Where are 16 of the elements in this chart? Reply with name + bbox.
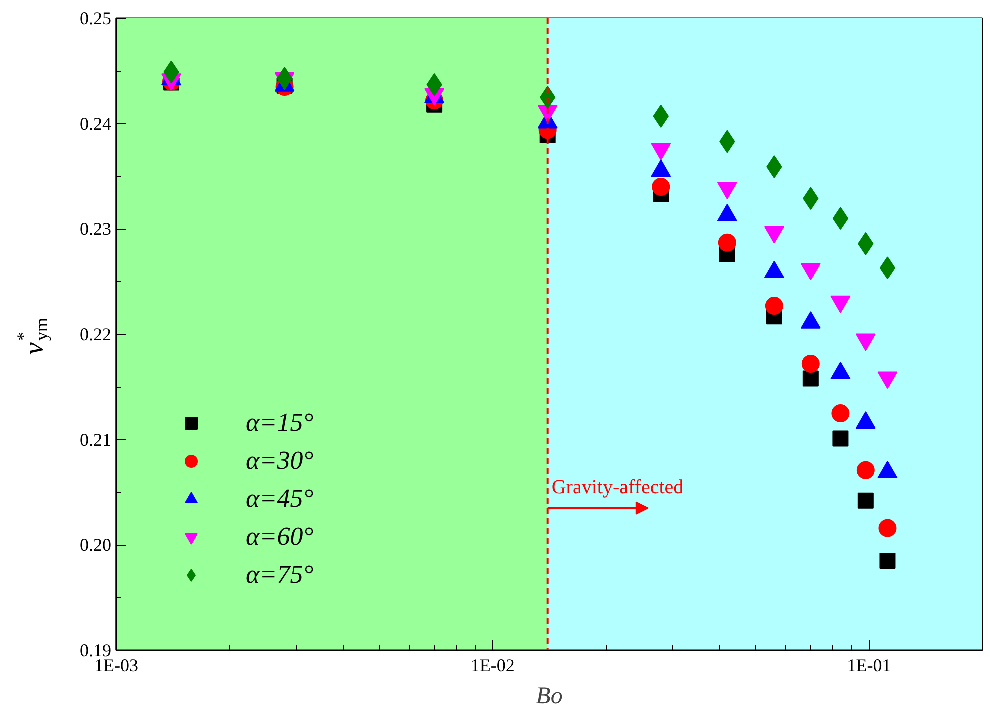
- legend-label: α=45°: [246, 484, 314, 514]
- legend-label: α=60°: [246, 522, 314, 552]
- x-tick-label: 1E-02: [470, 656, 515, 676]
- y-tick-label: 0.25: [80, 8, 112, 28]
- legend-label: α=75°: [246, 560, 314, 590]
- legend-label: α=15°: [246, 408, 314, 438]
- y-tick-label: 0.22: [80, 324, 112, 344]
- legend-label: α=30°: [246, 446, 314, 476]
- y-axis-title: v*ym: [14, 318, 52, 355]
- x-axis-title: Bo: [536, 684, 563, 710]
- y-tick-label: 0.20: [80, 535, 112, 556]
- y-tick-label: 0.23: [80, 219, 112, 240]
- y-tick-label: 0.21: [80, 430, 112, 450]
- y-tick-label: 0.24: [80, 114, 112, 134]
- annotation: Gravity-affected: [552, 476, 684, 498]
- x-tick-label: 1E-01: [847, 656, 892, 676]
